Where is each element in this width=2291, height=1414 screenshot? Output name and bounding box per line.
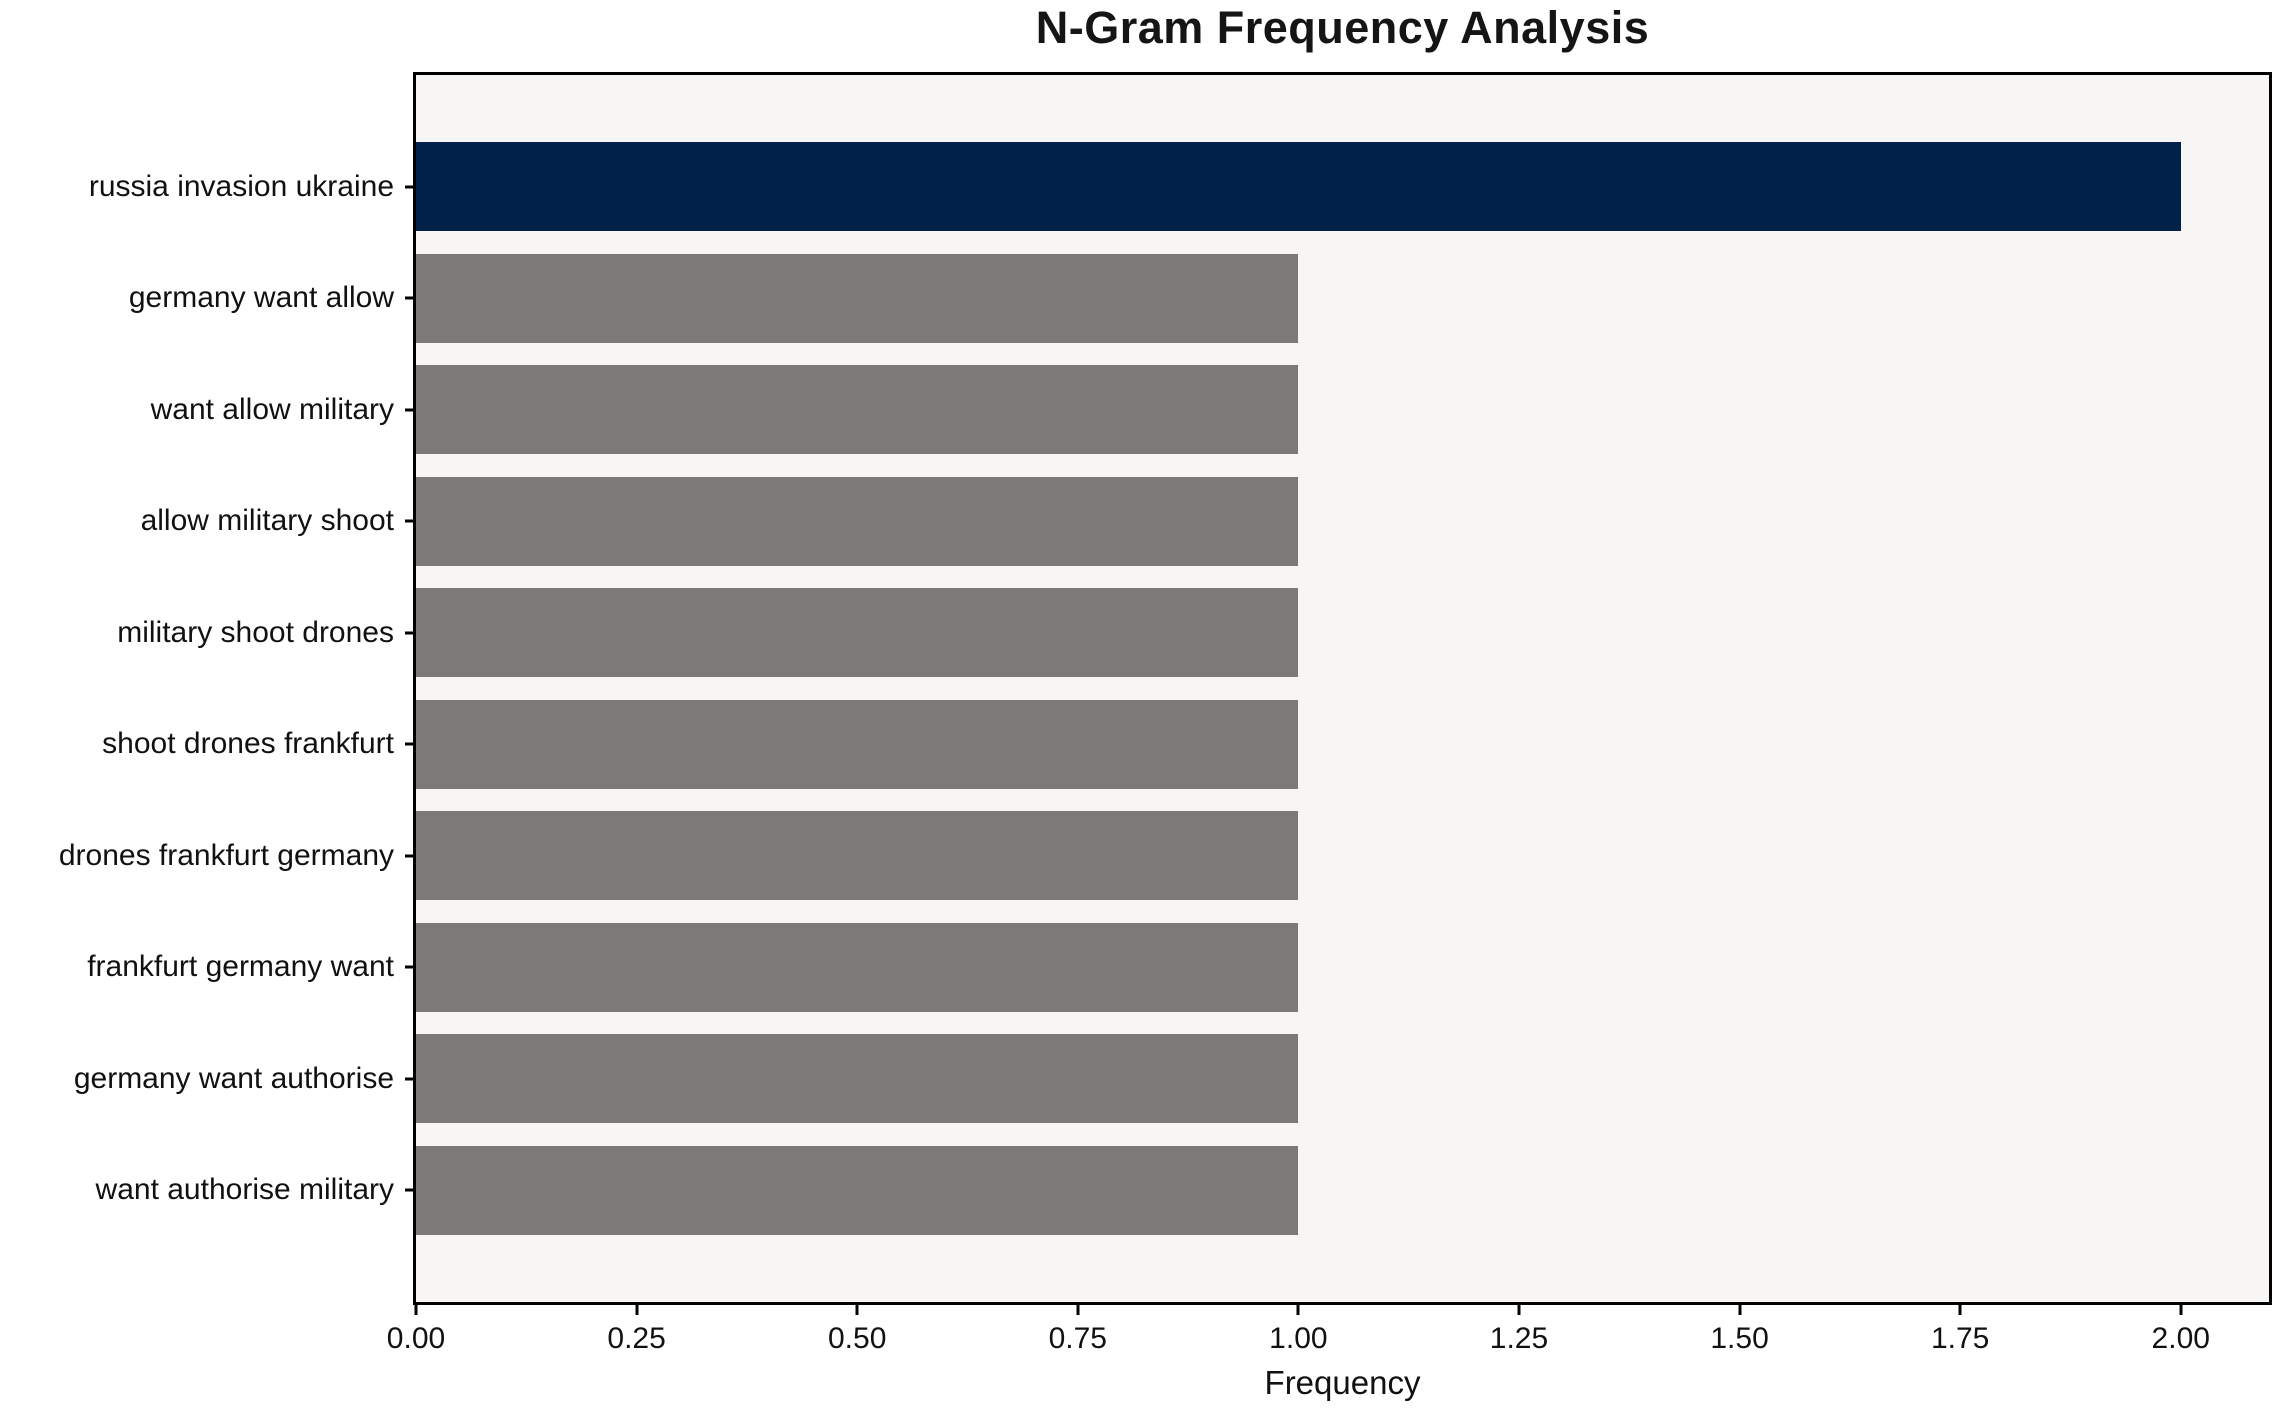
bar (416, 811, 1299, 901)
y-tick-label: military shoot drones (117, 615, 394, 649)
bar-row: germany want authorise (74, 1023, 2269, 1135)
x-tick-label: 1.25 (1489, 1322, 1549, 1355)
y-tick-label: shoot drones frankfurt (102, 727, 394, 761)
y-tick-label: want authorise military (95, 1173, 394, 1207)
x-tick-mark (1958, 1302, 1962, 1315)
x-tick-mark (1738, 1302, 1742, 1315)
bar (416, 1034, 1299, 1124)
bar (416, 365, 1299, 455)
bar (416, 142, 2181, 232)
y-tick-mark (405, 742, 416, 746)
bar-row: shoot drones frankfurt (102, 689, 2269, 801)
bar-row: military shoot drones (117, 577, 2269, 689)
bar-row: germany want allow (129, 243, 2269, 355)
y-tick-label: germany want authorise (73, 1061, 394, 1095)
x-tick-mark (2179, 1302, 2183, 1315)
y-tick-mark (405, 296, 416, 300)
y-tick-mark (405, 1077, 416, 1081)
plot-area: russia invasion ukraine germany want allo… (59, 72, 2272, 1401)
y-tick-mark (405, 1188, 416, 1192)
x-axis-label: Frequency (1264, 1364, 1421, 1401)
bar (416, 1145, 1299, 1235)
bar (416, 253, 1299, 343)
x-tick-label: 0.75 (1048, 1322, 1107, 1355)
x-tick-label: 0.50 (827, 1322, 887, 1355)
y-tick-mark (405, 408, 416, 412)
bar-row: drones frankfurt germany (59, 800, 2269, 912)
x-tick-label: 1.50 (1710, 1322, 1769, 1355)
x-tick-mark (1517, 1302, 1521, 1315)
bars-area: russia invasion ukraine germany want allo… (59, 75, 2269, 1302)
bar (416, 699, 1299, 789)
x-tick-label: 0.00 (386, 1322, 446, 1355)
x-tick-mark (414, 1302, 418, 1315)
y-tick-label: drones frankfurt germany (58, 838, 394, 872)
chart-title: N-Gram Frequency Analysis (1035, 2, 1650, 53)
bar (416, 922, 1299, 1012)
bar (416, 476, 1299, 566)
y-tick-label: frankfurt germany want (87, 950, 394, 984)
x-tick-label: 1.75 (1930, 1322, 1990, 1355)
bar-row: allow military shoot (141, 466, 2269, 578)
y-tick-mark (405, 854, 416, 858)
bar-row: want authorise military (96, 1135, 2269, 1247)
y-tick-mark (405, 185, 416, 189)
x-tick-mark (855, 1302, 859, 1315)
y-tick-label: russia invasion ukraine (88, 169, 394, 203)
y-tick-mark (405, 631, 416, 635)
bar (416, 588, 1299, 678)
x-tick-label: 1.00 (1269, 1322, 1328, 1355)
x-tick-label: 0.25 (607, 1322, 666, 1355)
x-tick-label: 2.00 (2151, 1322, 2210, 1355)
bar-row: want allow military (151, 354, 2269, 466)
x-tick-mark (1296, 1302, 1300, 1315)
bar-row: frankfurt germany want (87, 912, 2269, 1024)
y-tick-label: allow military shoot (140, 504, 394, 538)
y-tick-label: germany want allow (128, 281, 394, 315)
x-tick-mark (635, 1302, 639, 1315)
y-tick-label: want allow military (150, 392, 394, 426)
x-tick-mark (1076, 1302, 1080, 1315)
bar-row: russia invasion ukraine (89, 131, 2269, 243)
y-tick-mark (405, 519, 416, 523)
y-tick-mark (405, 965, 416, 969)
